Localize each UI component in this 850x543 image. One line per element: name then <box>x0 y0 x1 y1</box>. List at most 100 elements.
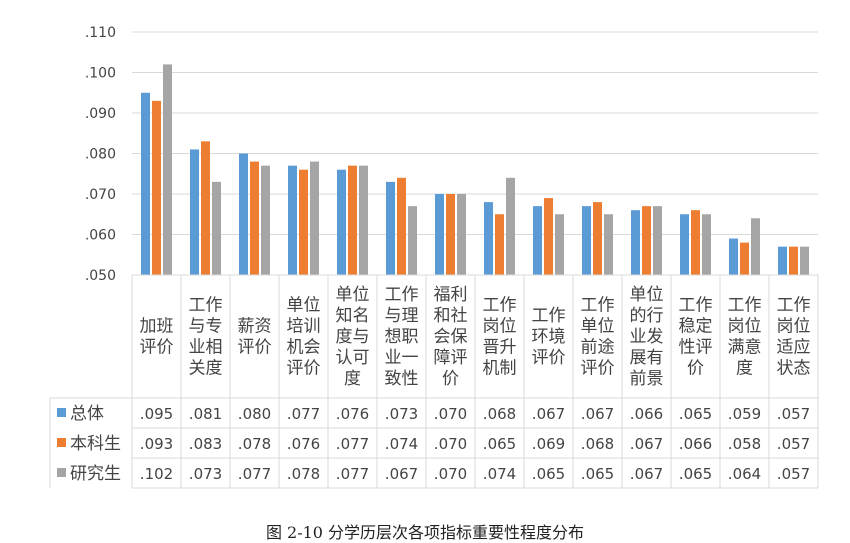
category-label: 评价 <box>287 359 321 379</box>
bar-总体 <box>778 246 787 275</box>
data-label: .066 <box>630 405 663 423</box>
data-label: .067 <box>581 405 614 423</box>
category-label: 工作 <box>189 296 223 316</box>
category-label: 培训 <box>287 317 321 337</box>
bar-本科生 <box>495 214 504 275</box>
data-label: .067 <box>385 465 418 483</box>
category-label: 评价 <box>140 338 174 358</box>
data-label: .073 <box>385 405 418 423</box>
category-label: 度 <box>344 369 361 389</box>
figure-caption: 图 2-10 分学历层次各项指标重要性程度分布 <box>265 523 585 542</box>
bar-总体 <box>141 92 150 275</box>
bar-研究生 <box>359 165 368 275</box>
category-label: 单位 <box>581 317 615 337</box>
category-label: 想职 <box>385 327 419 347</box>
legend-label: 研究生 <box>70 464 121 484</box>
data-label: .083 <box>189 435 222 453</box>
category-label: 单位 <box>287 296 321 316</box>
category-label: 业一 <box>385 348 419 368</box>
data-label: .069 <box>532 435 565 453</box>
data-label: .077 <box>238 465 271 483</box>
bar-总体 <box>680 214 689 275</box>
bar-研究生 <box>408 206 417 275</box>
data-label: .102 <box>140 465 173 483</box>
category-label: 的行 <box>630 306 664 326</box>
category-label: 和社 <box>434 306 468 326</box>
data-label: .057 <box>777 435 810 453</box>
bar-本科生 <box>593 202 602 275</box>
bar-总体 <box>190 149 199 275</box>
data-label: .066 <box>679 435 712 453</box>
bar-总体 <box>288 165 297 275</box>
category-label: 适应 <box>777 338 811 358</box>
category-label: 度 <box>736 359 753 379</box>
category-label: 评价 <box>532 348 566 368</box>
category-label: 工作 <box>728 296 762 316</box>
data-label: .067 <box>532 405 565 423</box>
data-label: .070 <box>434 405 467 423</box>
data-label: .077 <box>336 465 369 483</box>
data-label: .065 <box>483 435 516 453</box>
data-label: .073 <box>189 465 222 483</box>
data-label: .080 <box>238 405 271 423</box>
data-label: .093 <box>140 435 173 453</box>
data-label: .081 <box>189 405 222 423</box>
category-label: 前景 <box>630 369 664 389</box>
category-label: 环境 <box>532 327 566 347</box>
bar-总体 <box>729 238 738 275</box>
bar-研究生 <box>800 246 809 275</box>
bar-本科生 <box>740 242 749 275</box>
category-label: 评价 <box>581 359 615 379</box>
bar-本科生 <box>544 198 553 275</box>
category-label: 工作 <box>385 285 419 305</box>
data-label: .064 <box>728 465 761 483</box>
category-label: 单位 <box>336 285 370 305</box>
category-label: 关度 <box>189 359 223 379</box>
bar-总体 <box>484 202 493 275</box>
legend-label: 总体 <box>70 404 104 424</box>
bar-总体 <box>386 181 395 275</box>
category-label: 工作 <box>581 296 615 316</box>
bar-本科生 <box>397 177 406 275</box>
bar-研究生 <box>457 194 466 275</box>
y-tick-label: .090 <box>85 106 116 122</box>
category-label: 认可 <box>336 348 370 368</box>
category-label: 岗位 <box>483 317 517 337</box>
data-label: .058 <box>728 435 761 453</box>
bar-本科生 <box>348 165 357 275</box>
bar-本科生 <box>299 169 308 275</box>
bar-研究生 <box>702 214 711 275</box>
y-tick-label: .070 <box>85 187 116 203</box>
category-label: 评价 <box>238 338 272 358</box>
category-label: 岗位 <box>777 317 811 337</box>
category-label: 与理 <box>385 306 419 326</box>
bar-本科生 <box>250 161 259 275</box>
category-label: 单位 <box>630 285 664 305</box>
y-tick-label: .080 <box>85 147 116 163</box>
category-label: 稳定 <box>679 317 713 337</box>
bar-研究生 <box>555 214 564 275</box>
bar-总体 <box>631 210 640 275</box>
legend-swatch <box>57 468 66 477</box>
category-label: 致性 <box>385 369 419 389</box>
y-tick-label: .050 <box>85 268 116 284</box>
category-label: 业相 <box>189 338 223 358</box>
category-label: 展有 <box>630 348 664 368</box>
bar-总体 <box>582 206 591 275</box>
bar-研究生 <box>163 64 172 276</box>
category-label: 加班 <box>140 317 174 337</box>
category-label: 知名 <box>336 306 370 326</box>
bar-研究生 <box>653 206 662 275</box>
data-label: .078 <box>238 435 271 453</box>
category-label: 工作 <box>532 306 566 326</box>
bar-本科生 <box>789 246 798 275</box>
y-tick-label: .100 <box>85 66 116 82</box>
category-label: 业发 <box>630 327 664 347</box>
bar-本科生 <box>446 194 455 275</box>
data-label: .074 <box>483 465 516 483</box>
data-label: .057 <box>777 465 810 483</box>
category-label: 会保 <box>434 327 468 347</box>
y-tick-label: .110 <box>85 25 116 41</box>
category-label: 性评 <box>679 338 713 358</box>
data-label: .070 <box>434 465 467 483</box>
